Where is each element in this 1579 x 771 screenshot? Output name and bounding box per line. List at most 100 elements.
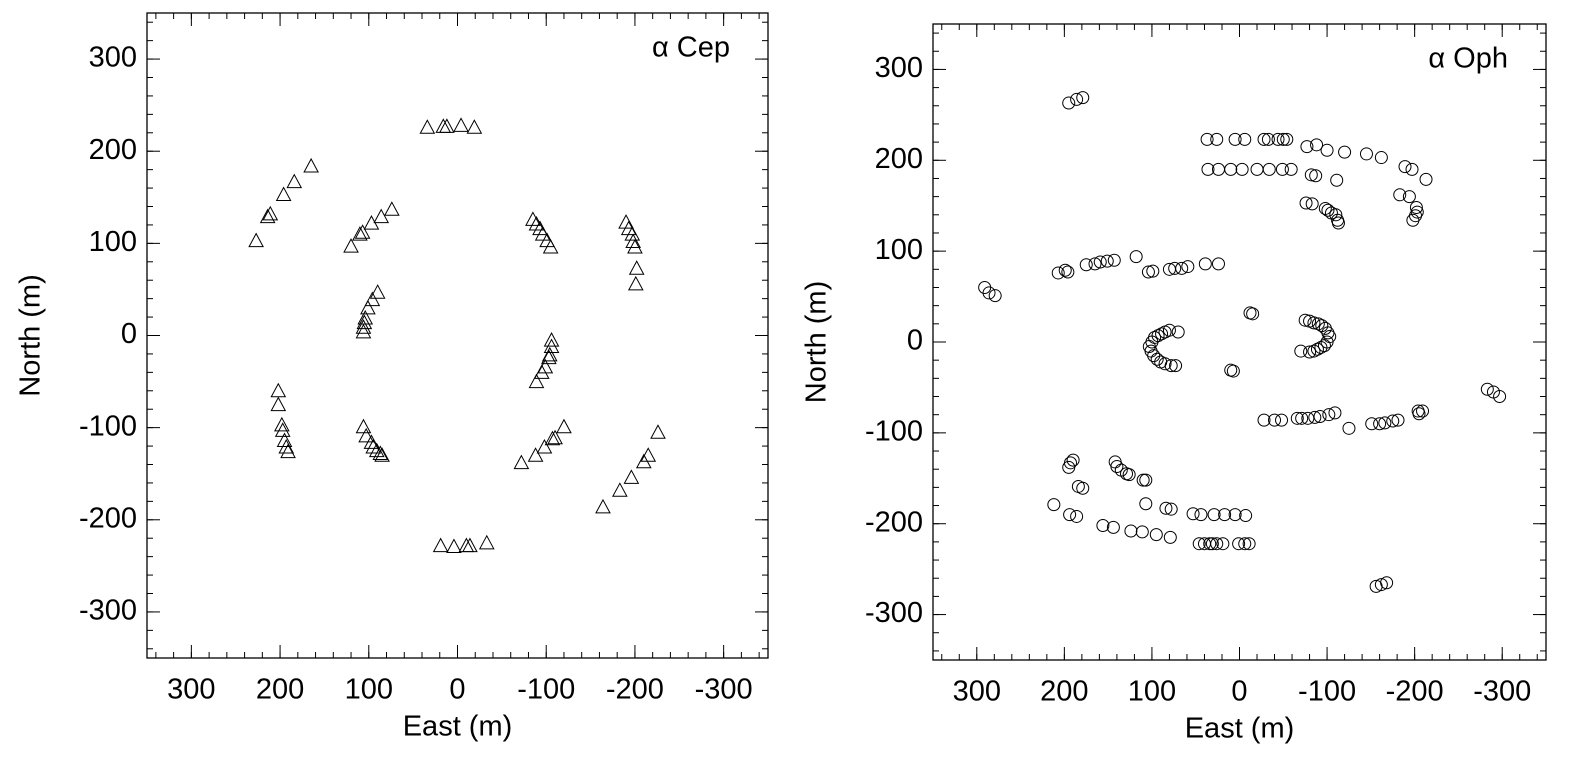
circle-point	[1200, 132, 1214, 146]
circle-point	[1419, 172, 1433, 186]
y-tick-label: 300	[875, 52, 923, 84]
circle-point	[1374, 578, 1388, 592]
triangle-point	[270, 396, 287, 412]
triangle-point	[343, 238, 359, 253]
panel-label: α Cep	[652, 32, 730, 64]
circle-point	[1320, 143, 1334, 157]
circle-point	[1228, 132, 1242, 146]
circle-point	[1224, 162, 1238, 176]
x-tick-label: 0	[1231, 676, 1247, 708]
triangle-point	[525, 211, 541, 226]
triangle-point	[369, 284, 386, 299]
triangle-point	[627, 275, 644, 291]
circle-point	[1211, 257, 1225, 271]
triangle-point	[453, 117, 469, 132]
triangle-point	[623, 469, 640, 484]
triangle-point	[259, 208, 276, 224]
circle-point	[1318, 321, 1332, 335]
circle-point	[1047, 498, 1061, 512]
triangle-point	[618, 214, 634, 229]
circle-point	[1239, 509, 1253, 523]
circle-point	[1136, 473, 1150, 487]
circle-point	[1155, 327, 1169, 341]
circle-point	[1238, 537, 1252, 551]
circle-point	[1149, 528, 1163, 542]
triangle-point	[280, 443, 296, 459]
triangle-point	[274, 416, 290, 432]
circle-point	[988, 289, 1002, 303]
circle-point	[1242, 537, 1256, 551]
circle-point	[1070, 509, 1084, 523]
circle-point	[1194, 508, 1208, 522]
triangle-point	[355, 319, 372, 334]
circle-point	[1311, 317, 1325, 331]
circle-point	[982, 286, 996, 300]
x-tick-label: -100	[517, 674, 575, 706]
circle-point	[1493, 390, 1507, 404]
x-tick-label: 0	[449, 674, 465, 706]
y-tick-label: -100	[865, 416, 923, 448]
x-axis-label: East (m)	[1185, 713, 1295, 745]
circle-point	[1307, 344, 1321, 358]
triangle-point	[355, 323, 372, 339]
triangle-point	[439, 118, 455, 133]
triangle-point	[640, 447, 657, 462]
circle-point	[1063, 508, 1077, 522]
circle-point	[1164, 502, 1178, 516]
circle-point	[1303, 314, 1317, 328]
circle-point	[1322, 408, 1336, 422]
circle-point	[1314, 340, 1328, 354]
y-tick-label: -300	[79, 595, 137, 627]
circle-point	[1290, 411, 1304, 425]
circle-point	[1122, 468, 1136, 482]
circle-point	[1201, 162, 1215, 176]
circle-point	[1150, 352, 1164, 366]
triangle-point	[352, 226, 368, 241]
circle-point	[1305, 197, 1319, 211]
circle-point	[1096, 519, 1110, 533]
y-tick-label: 200	[89, 134, 137, 166]
circle-point	[1406, 213, 1420, 227]
triangle-point	[627, 238, 643, 254]
circle-point	[1216, 537, 1230, 551]
triangle-point	[363, 434, 380, 449]
circle-point	[1093, 255, 1107, 269]
circle-point	[1405, 162, 1419, 176]
circle-point	[1373, 417, 1387, 431]
circle-point	[1398, 160, 1412, 174]
y-tick-label: -200	[79, 502, 137, 534]
circle-point	[1315, 319, 1329, 333]
circle-point	[1144, 344, 1158, 358]
plot-frame	[932, 23, 1547, 661]
x-tick-label: 200	[1040, 676, 1088, 708]
x-axis-label: East (m)	[403, 711, 513, 743]
circle-point	[1480, 382, 1494, 396]
x-tick-label: 200	[256, 674, 304, 706]
triangle-point	[262, 205, 279, 221]
circle-point	[1171, 325, 1185, 339]
circle-point	[1250, 162, 1264, 176]
circle-point	[1061, 265, 1075, 279]
circle-point	[1066, 453, 1080, 467]
triangle-point	[528, 215, 545, 231]
x-tick-label: 300	[167, 674, 215, 706]
triangle-point	[547, 429, 563, 445]
circle-point	[1257, 413, 1271, 427]
triangle-point	[286, 173, 303, 189]
circle-point	[1294, 344, 1308, 358]
circle-point	[1299, 196, 1313, 210]
circle-point	[1175, 261, 1189, 275]
circle-point	[1374, 151, 1388, 165]
triangle-point	[419, 119, 436, 134]
circle-point	[1409, 201, 1423, 215]
triangle-point	[625, 233, 641, 249]
circle-point	[1139, 473, 1153, 487]
triangle-point	[270, 382, 287, 398]
circle-point	[1235, 162, 1249, 176]
circle-point	[1164, 359, 1178, 373]
x-tick-label: -200	[606, 674, 664, 706]
triangle-point	[534, 226, 551, 241]
circle-point	[1359, 147, 1373, 161]
circle-point	[1076, 91, 1090, 105]
